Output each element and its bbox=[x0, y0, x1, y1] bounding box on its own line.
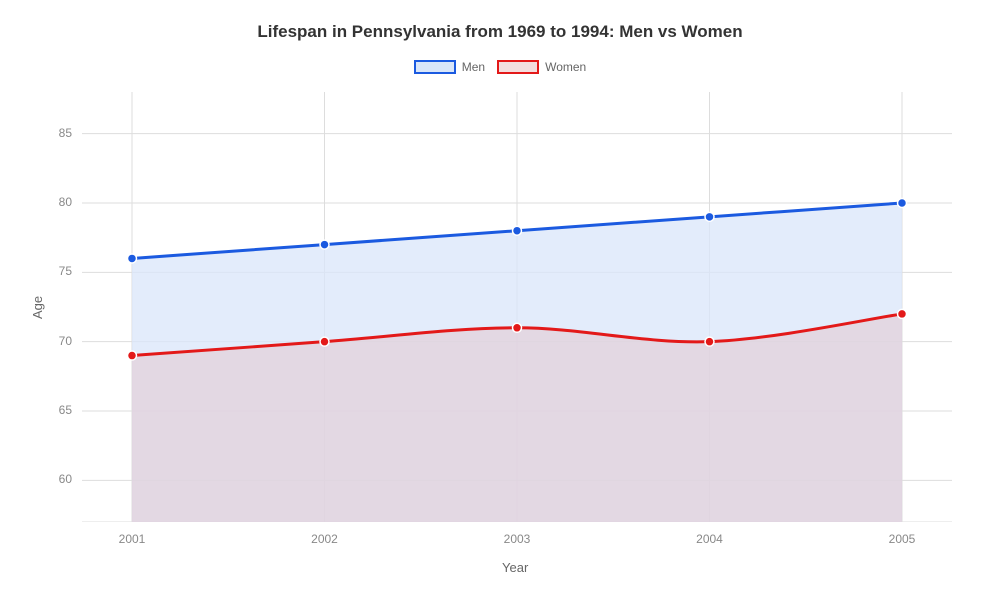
y-axis-label: Age bbox=[30, 296, 45, 319]
legend-swatch-men bbox=[414, 60, 456, 74]
legend-label-men: Men bbox=[462, 60, 485, 74]
x-tick-label: 2004 bbox=[685, 532, 735, 546]
x-axis-label: Year bbox=[502, 560, 528, 575]
legend-item-men: Men bbox=[414, 60, 485, 74]
marker-men bbox=[705, 212, 714, 221]
y-tick-label: 65 bbox=[42, 403, 72, 417]
chart-container: Lifespan in Pennsylvania from 1969 to 19… bbox=[0, 0, 1000, 600]
marker-men bbox=[898, 198, 907, 207]
marker-men bbox=[128, 254, 137, 263]
x-tick-label: 2002 bbox=[300, 532, 350, 546]
marker-women bbox=[320, 337, 329, 346]
y-tick-label: 60 bbox=[42, 472, 72, 486]
legend-swatch-women bbox=[497, 60, 539, 74]
legend-item-women: Women bbox=[497, 60, 586, 74]
y-tick-label: 70 bbox=[42, 334, 72, 348]
marker-women bbox=[513, 323, 522, 332]
x-tick-label: 2001 bbox=[107, 532, 157, 546]
legend-label-women: Women bbox=[545, 60, 586, 74]
x-tick-label: 2003 bbox=[492, 532, 542, 546]
x-tick-label: 2005 bbox=[877, 532, 927, 546]
y-tick-label: 80 bbox=[42, 195, 72, 209]
y-tick-label: 75 bbox=[42, 264, 72, 278]
marker-women bbox=[898, 309, 907, 318]
marker-women bbox=[705, 337, 714, 346]
plot-area bbox=[82, 92, 952, 522]
y-tick-label: 85 bbox=[42, 126, 72, 140]
chart-title: Lifespan in Pennsylvania from 1969 to 19… bbox=[0, 22, 1000, 42]
marker-men bbox=[513, 226, 522, 235]
marker-men bbox=[320, 240, 329, 249]
marker-women bbox=[128, 351, 137, 360]
legend: Men Women bbox=[0, 60, 1000, 74]
